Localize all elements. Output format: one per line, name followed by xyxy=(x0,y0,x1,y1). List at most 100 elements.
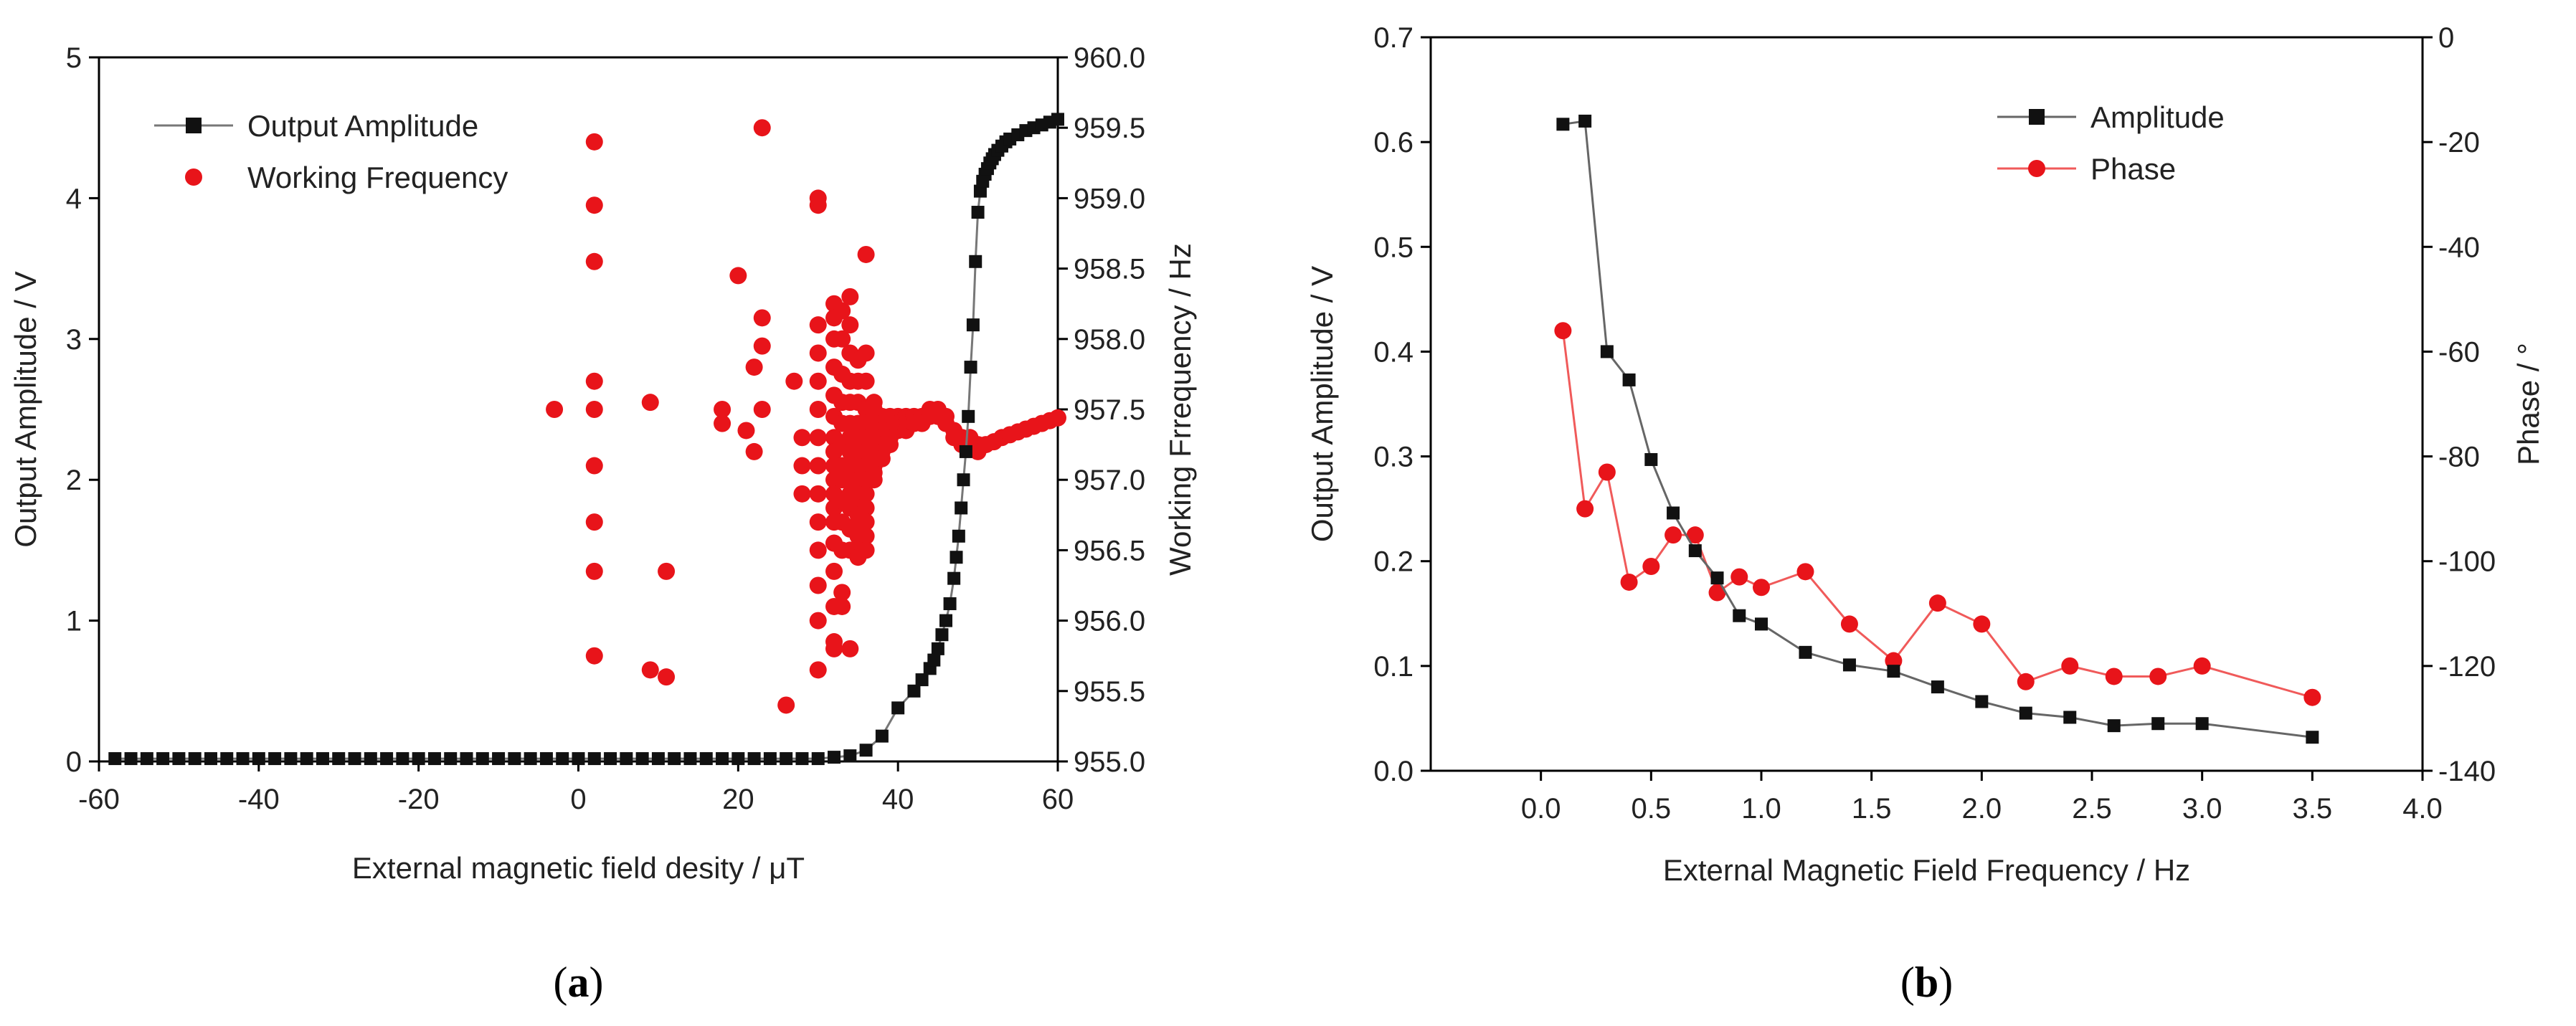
amplitude-point xyxy=(124,752,138,766)
amplitude-point xyxy=(1887,665,1900,678)
y2-tick-label: 959.5 xyxy=(1074,113,1145,144)
amplitude-point xyxy=(780,752,793,766)
x-tick-label: 60 xyxy=(1042,784,1074,815)
frequency-point xyxy=(809,661,827,679)
amplitude-point xyxy=(300,752,313,766)
amplitude-point xyxy=(843,749,857,763)
phase-point xyxy=(2149,668,2167,685)
y-tick-label: 0.2 xyxy=(1373,546,1414,578)
amplitude-point xyxy=(348,752,361,766)
amplitude-point xyxy=(364,752,377,766)
x-tick-label: 20 xyxy=(722,784,754,815)
frequency-point xyxy=(833,597,851,615)
phase-point xyxy=(1598,463,1616,481)
frequency-point xyxy=(641,394,659,412)
amplitude-point xyxy=(460,752,473,766)
y2-tick-label: 958.5 xyxy=(1074,254,1145,285)
y2-tick-label: 957.5 xyxy=(1074,394,1145,426)
amplitude-point xyxy=(1975,695,1989,708)
amplitude-point xyxy=(188,752,202,766)
y-tick-label: 0.6 xyxy=(1373,127,1414,158)
amplitude-point xyxy=(964,361,977,374)
phase-point xyxy=(1928,594,1946,612)
amplitude-point xyxy=(475,752,489,766)
frequency-point xyxy=(714,401,731,418)
amplitude-point xyxy=(1556,118,1570,131)
frequency-point xyxy=(809,429,827,447)
amplitude-point xyxy=(220,752,234,766)
x-tick-label: -40 xyxy=(238,784,280,815)
frequency-point xyxy=(857,513,875,531)
frequency-point xyxy=(753,337,771,355)
y2-tick-label: 955.5 xyxy=(1074,676,1145,708)
y-axis-title: Output Amplitude / V xyxy=(9,271,42,547)
y-tick-label: 5 xyxy=(66,42,82,74)
amplitude-point xyxy=(1578,114,1592,128)
panel-label: (a) xyxy=(554,959,604,1006)
amplitude-point xyxy=(635,752,649,766)
legend-marker xyxy=(186,118,202,133)
amplitude-point xyxy=(2195,717,2209,731)
panel-label: (b) xyxy=(1900,959,1953,1006)
amplitude-line xyxy=(1563,120,2313,738)
amplitude-point xyxy=(1842,658,1856,672)
amplitude-point xyxy=(108,752,122,766)
panel-label-letter: b xyxy=(1915,959,1938,1006)
y2-tick-label: -60 xyxy=(2438,336,2480,368)
phase-point xyxy=(1753,579,1770,597)
phase-point xyxy=(1973,615,1991,633)
amplitude-point xyxy=(1688,544,1702,558)
y-tick-label: 0.7 xyxy=(1373,22,1414,54)
phase-point xyxy=(1708,584,1726,602)
frequency-point xyxy=(585,513,603,531)
amplitude-point xyxy=(966,318,980,332)
legend-marker xyxy=(2028,160,2045,177)
frequency-point xyxy=(745,358,763,376)
legend-label: Amplitude xyxy=(2090,100,2225,134)
x-tick-label: 2.0 xyxy=(1962,793,2002,825)
phase-point xyxy=(2061,657,2079,675)
amplitude-point xyxy=(950,551,963,564)
amplitude-point xyxy=(492,752,506,766)
y2-tick-label: -80 xyxy=(2438,442,2480,473)
x-tick-label: 0.5 xyxy=(1632,793,1672,825)
amplitude-point xyxy=(1931,680,1944,694)
amplitude-point xyxy=(828,751,841,764)
frequency-point xyxy=(585,457,603,475)
frequency-point xyxy=(753,401,771,418)
amplitude-point xyxy=(172,752,186,766)
y-tick-label: 1 xyxy=(66,606,82,637)
amplitude-point xyxy=(907,684,921,698)
x-tick-label: 3.5 xyxy=(2293,793,2333,825)
frequency-point xyxy=(641,661,659,679)
amplitude-point xyxy=(587,752,601,766)
phase-point xyxy=(1554,322,1572,340)
frequency-point xyxy=(809,541,827,559)
frequency-point xyxy=(714,414,731,432)
frequency-point xyxy=(865,471,883,489)
amplitude-point xyxy=(1644,452,1658,466)
frequency-point xyxy=(841,316,859,334)
y-tick-label: 0.0 xyxy=(1373,756,1414,787)
frequency-point xyxy=(753,119,771,137)
phase-point xyxy=(1642,558,1660,576)
amplitude-point xyxy=(427,752,441,766)
frequency-point xyxy=(745,442,763,460)
amplitude-point xyxy=(811,752,825,766)
x-tick-label: 4.0 xyxy=(2402,793,2443,825)
amplitude-point xyxy=(412,752,425,766)
frequency-point xyxy=(809,344,827,362)
frequency-point xyxy=(753,309,771,327)
frequency-point xyxy=(658,562,676,580)
amplitude-point xyxy=(2151,717,2165,731)
frequency-point xyxy=(857,372,875,390)
frequency-point xyxy=(881,436,899,454)
frequency-point xyxy=(809,485,827,503)
frequency-point xyxy=(809,316,827,334)
panel-label-open: ( xyxy=(554,959,568,1006)
y-tick-label: 0.1 xyxy=(1373,651,1414,683)
frequency-point xyxy=(833,330,851,348)
amplitude-point xyxy=(668,752,681,766)
amplitude-point xyxy=(1600,345,1614,358)
frequency-point xyxy=(793,485,811,503)
